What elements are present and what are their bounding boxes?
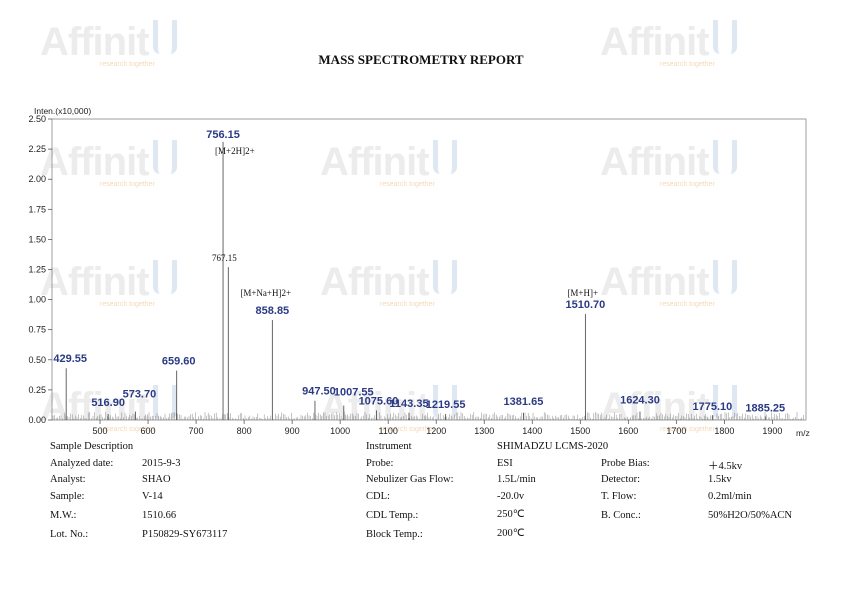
peak-label: 573.70 xyxy=(123,389,157,401)
x-tick-label: 1900 xyxy=(762,426,782,436)
peak-label: 767.15 xyxy=(212,253,237,263)
y-tick-label: 1.75 xyxy=(28,204,46,214)
probe-bias-value: ＋4.5kv xyxy=(708,461,743,472)
x-tick-label: 1000 xyxy=(330,426,350,436)
mw-value: 1510.66 xyxy=(142,510,177,521)
y-tick-label: 1.00 xyxy=(28,295,46,305)
watermark-logo: Affinit research together xyxy=(40,385,177,433)
x-tick-label: 1100 xyxy=(378,426,397,436)
probe-value: ESI xyxy=(497,458,513,469)
analyst-value: SHAO xyxy=(142,474,171,485)
peak-label: 1075.60 xyxy=(359,395,399,407)
noise-trace xyxy=(52,412,804,420)
y-tick-label: 1.25 xyxy=(28,265,46,275)
y-tick-label: 1.50 xyxy=(28,234,46,244)
plot-frame xyxy=(51,118,807,421)
bconc-label: B. Conc.: xyxy=(601,510,641,521)
block-temp-label: Block Temp.: xyxy=(366,529,423,540)
peak-lines xyxy=(65,141,766,420)
watermark-logo: Affinit research together xyxy=(40,140,177,188)
x-tick-label: 1200 xyxy=(426,426,446,436)
analyst-label: Analyst: xyxy=(50,474,86,485)
sample-label: Sample: xyxy=(50,491,85,502)
block-temp-value: 200℃ xyxy=(497,528,525,539)
watermark-logo: Affinit research together xyxy=(600,260,737,308)
peak-label: 1007.55 xyxy=(334,387,374,399)
cdl-value: -20.0v xyxy=(497,491,525,502)
x-tick-label: 1300 xyxy=(474,426,494,436)
y-tick-label: 2.25 xyxy=(28,144,46,154)
y-tick-label: 2.00 xyxy=(28,174,46,184)
watermark-logo: Affinit research together xyxy=(40,20,177,68)
detector-value: 1.5kv xyxy=(708,474,732,485)
y-axis-label: Inten.(x10,000) xyxy=(34,106,91,116)
x-tick-label: 1700 xyxy=(666,426,686,436)
y-tick-label: 0.25 xyxy=(28,385,46,395)
peak-label: 429.55 xyxy=(53,353,87,365)
watermark-logo: Affinit research together xyxy=(320,260,457,308)
peak-label: 1775.10 xyxy=(693,401,733,413)
cdl-label: CDL: xyxy=(366,491,390,502)
peak-annotation: [M+H]+ xyxy=(567,288,598,298)
watermark-logo: Affinit research together xyxy=(320,140,457,188)
sample-value: V-14 xyxy=(142,491,163,502)
bconc-value: 50%H2O/50%ACN xyxy=(708,510,792,521)
peak-label: 516.90 xyxy=(91,397,125,409)
x-axis-label: m/z xyxy=(796,428,810,438)
x-tick-label: 900 xyxy=(285,426,300,436)
report-title: MASS SPECTROMETRY REPORT xyxy=(318,52,524,67)
y-tick-label: 0.00 xyxy=(28,415,46,425)
x-tick-label: 1600 xyxy=(618,426,638,436)
y-axis: 0.00 0.25 0.50 0.75 1.00 1.25 1.50 1.75 2.00 2.25… xyxy=(28,114,52,425)
x-tick-label: 1400 xyxy=(522,426,542,436)
watermark-logo: Affinit research together xyxy=(600,20,737,68)
y-tick-label: 2.50 xyxy=(28,114,46,124)
peak-label: 1624.30 xyxy=(620,395,660,407)
peak-annotation: [M+Na+H]2+ xyxy=(240,288,291,298)
mass-spectrum-chart: 0.00 0.25 0.50 0.75 1.00 1.25 1.50 1.75 2.00 2.25… xyxy=(28,106,810,438)
y-tick-label: 0.50 xyxy=(28,355,46,365)
watermark-logo: Affinit research together xyxy=(320,385,457,433)
mw-label: M.W.: xyxy=(50,510,77,521)
peak-label: 947.50 xyxy=(302,386,336,398)
probe-label: Probe: xyxy=(366,458,394,469)
peak-label: 1219.55 xyxy=(426,399,466,411)
peak-annotation: [M+2H]2+ xyxy=(215,146,255,156)
x-tick-label: 500 xyxy=(93,426,108,436)
cdl-temp-label: CDL Temp.: xyxy=(366,510,419,521)
baseline-noise xyxy=(52,412,804,420)
analyzed-date-value: 2015-9-3 xyxy=(142,458,181,469)
watermark-logo: Affinit research together xyxy=(600,385,737,433)
watermark-logo: Affinit research together xyxy=(600,140,737,188)
lot-label: Lot. No.: xyxy=(50,529,89,540)
peak-label: 1143.35 xyxy=(389,398,428,410)
analyzed-date-label: Analyzed date: xyxy=(50,458,114,469)
watermark-logo: Affinit research together xyxy=(40,260,177,308)
instrument-value: SHIMADZU LCMS-2020 xyxy=(497,441,609,452)
x-axis: 500 600 700 800 900 1000 1100 1200 1300 1400 1500 1… xyxy=(93,420,782,436)
nebulizer-value: 1.5L/min xyxy=(497,474,536,485)
peak-label: 1381.65 xyxy=(504,396,544,408)
peak-label: 756.15 xyxy=(206,129,240,141)
x-tick-label: 1500 xyxy=(570,426,590,436)
instrument-label: Instrument xyxy=(366,441,412,452)
y-tick-label: 0.75 xyxy=(28,325,46,335)
lot-value: P150829-SY673117 xyxy=(142,529,228,540)
x-tick-label: 600 xyxy=(141,426,156,436)
x-tick-label: 700 xyxy=(189,426,204,436)
tflow-label: T. Flow: xyxy=(601,491,637,502)
detector-label: Detector: xyxy=(601,474,641,485)
x-tick-label: 800 xyxy=(237,426,252,436)
peak-label: 659.60 xyxy=(162,356,196,368)
peak-label: 1885.25 xyxy=(745,402,785,414)
probe-bias-label: Probe Bias: xyxy=(601,458,650,469)
sample-description-heading: Sample Description xyxy=(50,441,134,452)
cdl-temp-value: 250℃ xyxy=(497,509,525,520)
nebulizer-label: Nebulizer Gas Flow: xyxy=(366,474,454,485)
x-tick-label: 1800 xyxy=(714,426,734,436)
peak-label: 858.85 xyxy=(256,305,290,317)
tflow-value: 0.2ml/min xyxy=(708,491,752,502)
peak-label: 1510.70 xyxy=(566,299,606,311)
